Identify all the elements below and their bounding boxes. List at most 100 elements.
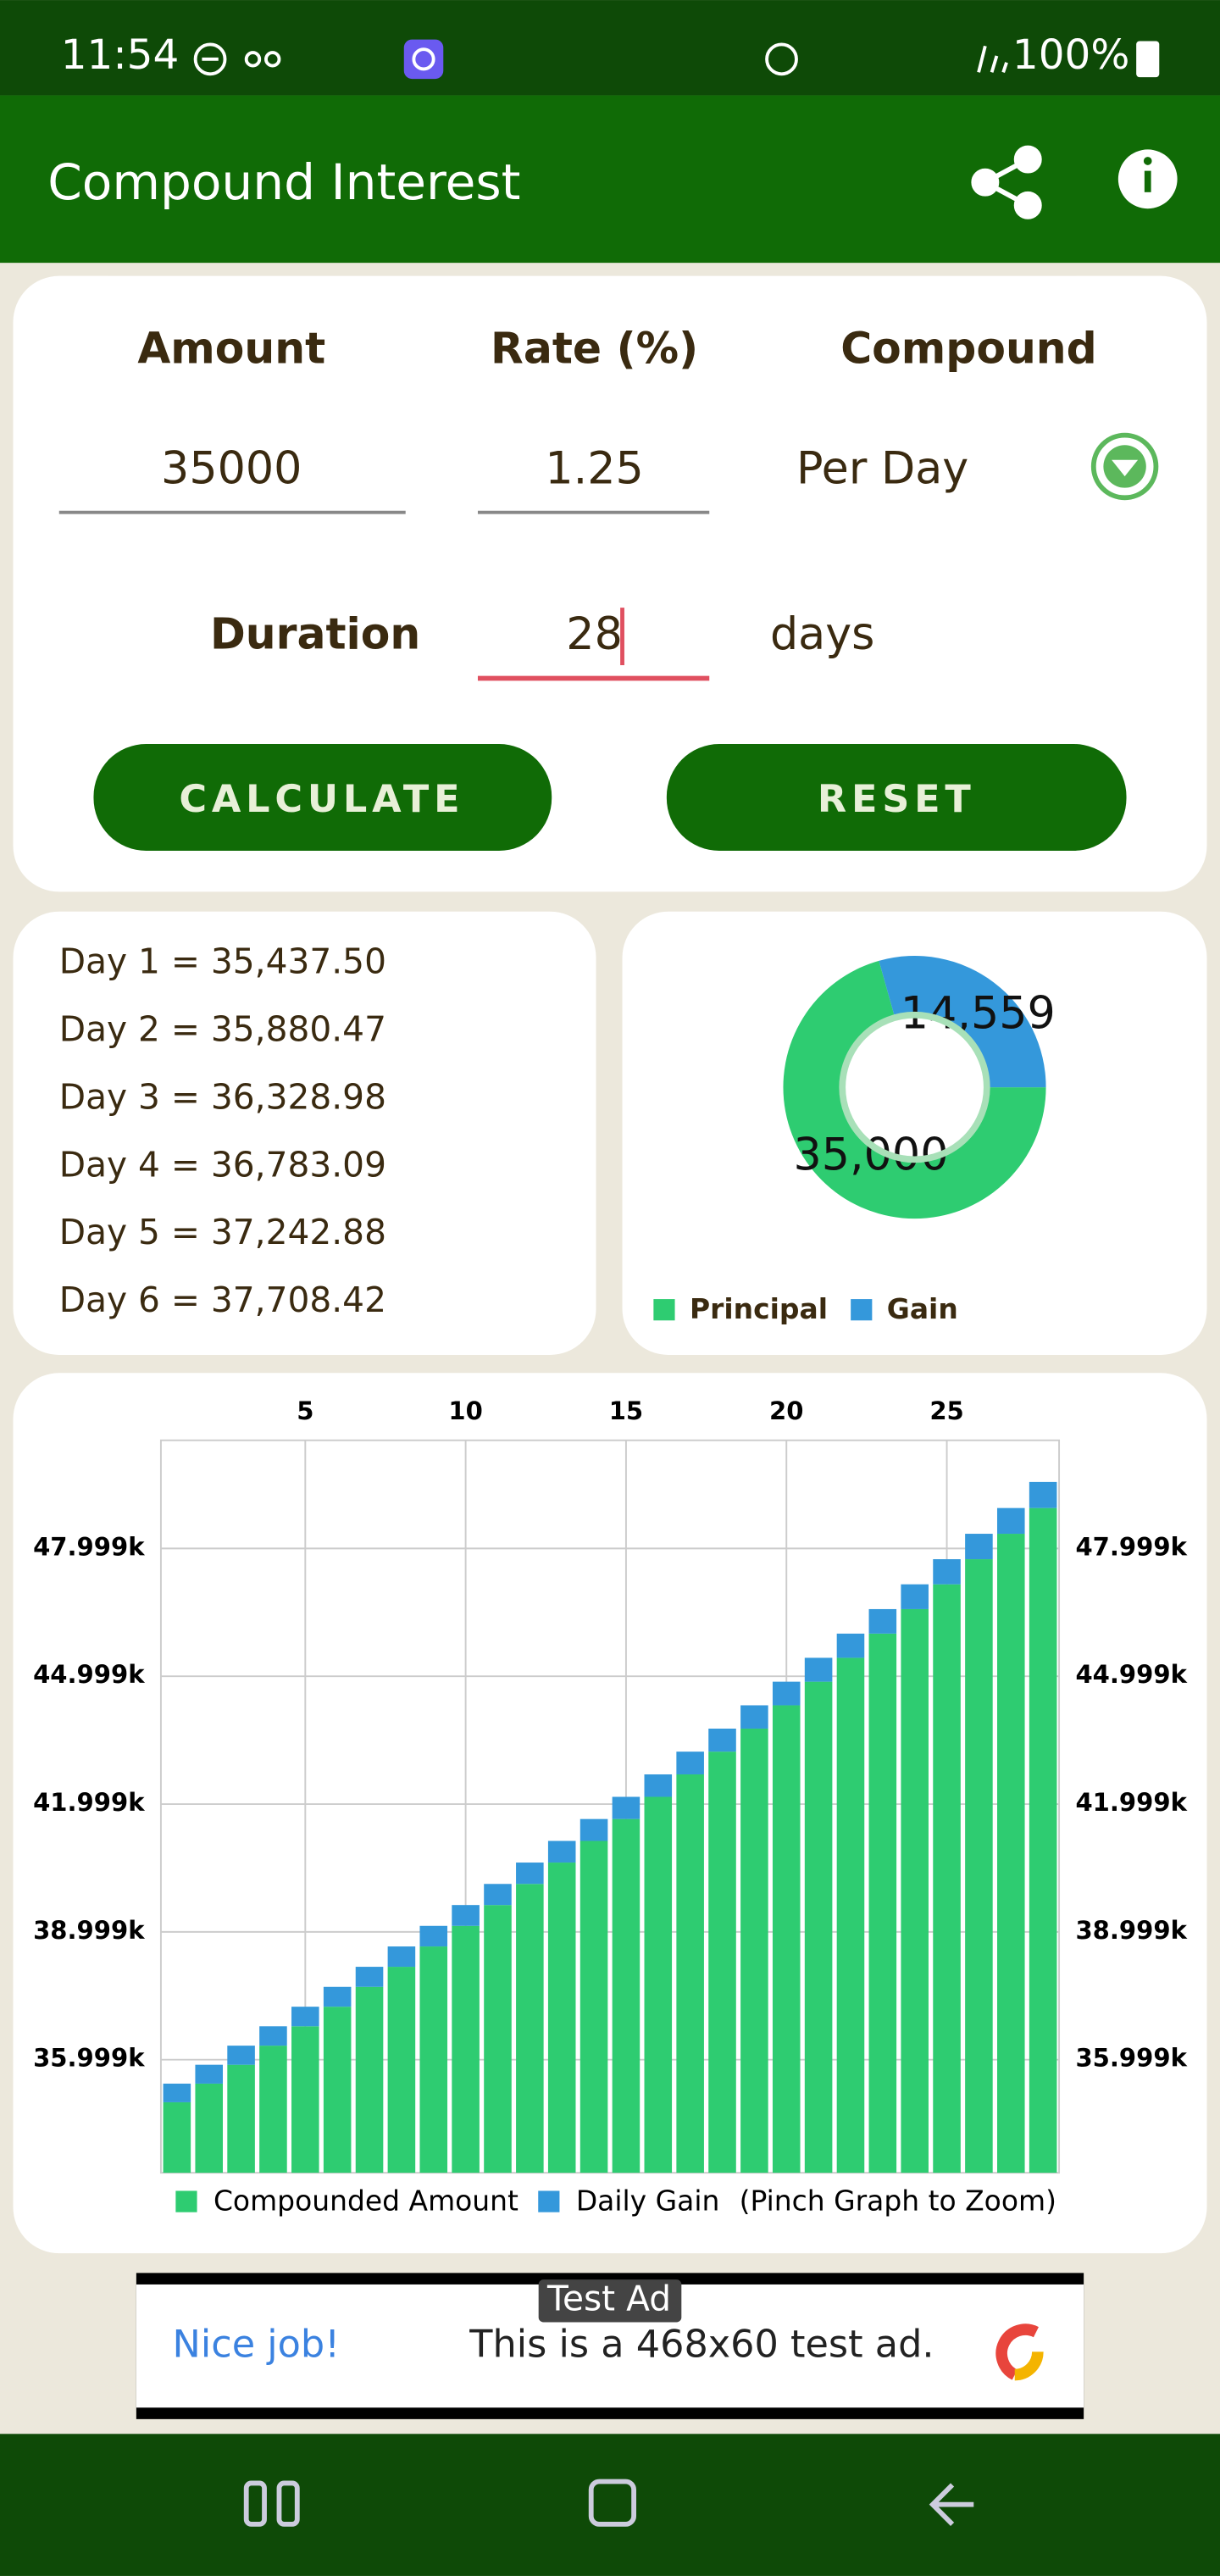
- bar-segment: [901, 1608, 929, 2174]
- bar-segment: [323, 2007, 352, 2174]
- recents-button[interactable]: [243, 2480, 300, 2527]
- donut-hole-ring: [839, 1011, 990, 1163]
- bar-segment: [868, 1633, 897, 2174]
- bar-segment: [227, 2046, 255, 2065]
- results-list: Day 1 = 35,437.50 Day 2 = 35,880.47 Day 3 …: [59, 941, 386, 1320]
- bar-segment: [387, 1967, 416, 2174]
- bar-segment: [516, 1884, 544, 2174]
- bar-segment: [708, 1752, 736, 2174]
- legend-label: Gain: [887, 1292, 958, 1325]
- plot-frame: [159, 1439, 1061, 2174]
- info-button[interactable]: [1117, 149, 1178, 209]
- donut-segment: [783, 960, 1046, 1219]
- amount-input[interactable]: 35000: [58, 442, 406, 514]
- y-tick-label: 38.999k: [33, 1916, 145, 1945]
- bar-segment: [163, 2101, 191, 2174]
- bar-segment: [1029, 1507, 1057, 2174]
- donut-label: 35,000: [793, 1130, 948, 1181]
- bar-segment: [484, 1884, 512, 1906]
- duration-label: Duration: [210, 609, 420, 659]
- legend-swatch: [538, 2190, 560, 2212]
- bar-segment: [676, 1752, 704, 1774]
- result-row: Day 5 = 37,242.88: [59, 1212, 386, 1252]
- bar-segment: [644, 1774, 673, 1797]
- y2-tick-label: 41.999k: [1075, 1788, 1187, 1817]
- duration-value: 28: [566, 608, 623, 660]
- bar-segment: [772, 1705, 801, 2174]
- bar-segment: [612, 1796, 640, 1819]
- nav-bar: [0, 2434, 1220, 2576]
- y-tick-label: 44.999k: [33, 1660, 145, 1689]
- y-tick-label: 47.999k: [33, 1532, 145, 1561]
- y2-tick-label: 38.999k: [1075, 1916, 1187, 1945]
- status-time: 11:54: [61, 31, 180, 79]
- bar-segment: [452, 1925, 480, 2174]
- y2-tick-label: 44.999k: [1075, 1660, 1187, 1689]
- y2-tick-label: 35.999k: [1075, 2044, 1187, 2073]
- bar-segment: [484, 1905, 512, 2174]
- ad-badge: Test Ad: [546, 2278, 671, 2318]
- x-tick-label: 25: [929, 1396, 963, 1425]
- y-tick-label: 41.999k: [33, 1788, 145, 1817]
- x-tick-label: 15: [609, 1396, 643, 1425]
- bar-segment: [965, 1534, 993, 1560]
- status-icons: [193, 39, 1008, 80]
- bar-segment: [804, 1681, 833, 2174]
- reset-button[interactable]: RESET: [666, 744, 1127, 851]
- ad-headline: Nice job!: [172, 2323, 340, 2367]
- share-button[interactable]: [971, 145, 1042, 219]
- status-battery: 100%: [1012, 31, 1129, 79]
- bar-segment: [996, 1534, 1025, 2174]
- rate-input[interactable]: 1.25: [477, 442, 710, 514]
- bar-segment: [708, 1728, 736, 1752]
- form-card: [13, 275, 1207, 892]
- bar-segment: [452, 1905, 480, 1926]
- bar-segment: [836, 1657, 865, 2174]
- legend-label: Daily Gain: [576, 2185, 720, 2218]
- bar-segment: [580, 1818, 608, 1841]
- calculate-text: CALCULATE: [179, 777, 464, 821]
- result-row: Day 3 = 36,328.98: [59, 1076, 386, 1117]
- rate-value: 1.25: [545, 442, 643, 494]
- compound-value: Per Day: [796, 442, 968, 494]
- bar-segment: [516, 1863, 544, 1885]
- bar-segment: [612, 1818, 640, 2174]
- bar-segment: [291, 2026, 319, 2174]
- bar-segment: [580, 1840, 608, 2174]
- calculate-button[interactable]: CALCULATE: [93, 744, 552, 851]
- bar-segment: [868, 1608, 897, 1634]
- bar-segment: [676, 1774, 704, 2174]
- legend-swatch: [851, 1299, 873, 1321]
- result-row: Day 2 = 35,880.47: [59, 1009, 386, 1050]
- amount-label: Amount: [137, 323, 325, 373]
- bar-segment: [291, 2007, 319, 2027]
- home-button[interactable]: [588, 2479, 637, 2527]
- y2-tick-label: 47.999k: [1075, 1532, 1187, 1561]
- duration-unit: days: [770, 608, 874, 660]
- chart-annotation: (Pinch Graph to Zoom): [740, 2185, 1056, 2218]
- bar-segment: [259, 2026, 287, 2046]
- legend-label: Compounded Amount: [214, 2185, 518, 2218]
- bar-segment: [195, 2064, 224, 2084]
- ad-text: This is a 468x60 test ad.: [469, 2323, 934, 2367]
- bar-segment: [836, 1633, 865, 1658]
- x-tick-label: 10: [448, 1396, 482, 1425]
- result-row: Day 4 = 36,783.09: [59, 1144, 386, 1185]
- result-row: Day 6 = 37,708.42: [59, 1280, 386, 1320]
- bar-segment: [965, 1559, 993, 2174]
- back-button[interactable]: [929, 2483, 974, 2526]
- bar-segment: [419, 1946, 448, 2174]
- duration-input[interactable]: 28: [477, 608, 710, 681]
- results-card: [13, 911, 596, 1355]
- ad-banner[interactable]: Test Ad Nice job! This is a 468x60 test …: [136, 2273, 1084, 2419]
- donut-segment: [879, 956, 1046, 1088]
- bar-segment: [740, 1728, 768, 2174]
- y-tick-label: 35.999k: [33, 2044, 145, 2073]
- battery-icon: [1136, 41, 1160, 78]
- bar-segment: [901, 1584, 929, 1609]
- compound-dropdown[interactable]: Per Day: [796, 432, 1159, 501]
- bar-segment: [547, 1840, 576, 1863]
